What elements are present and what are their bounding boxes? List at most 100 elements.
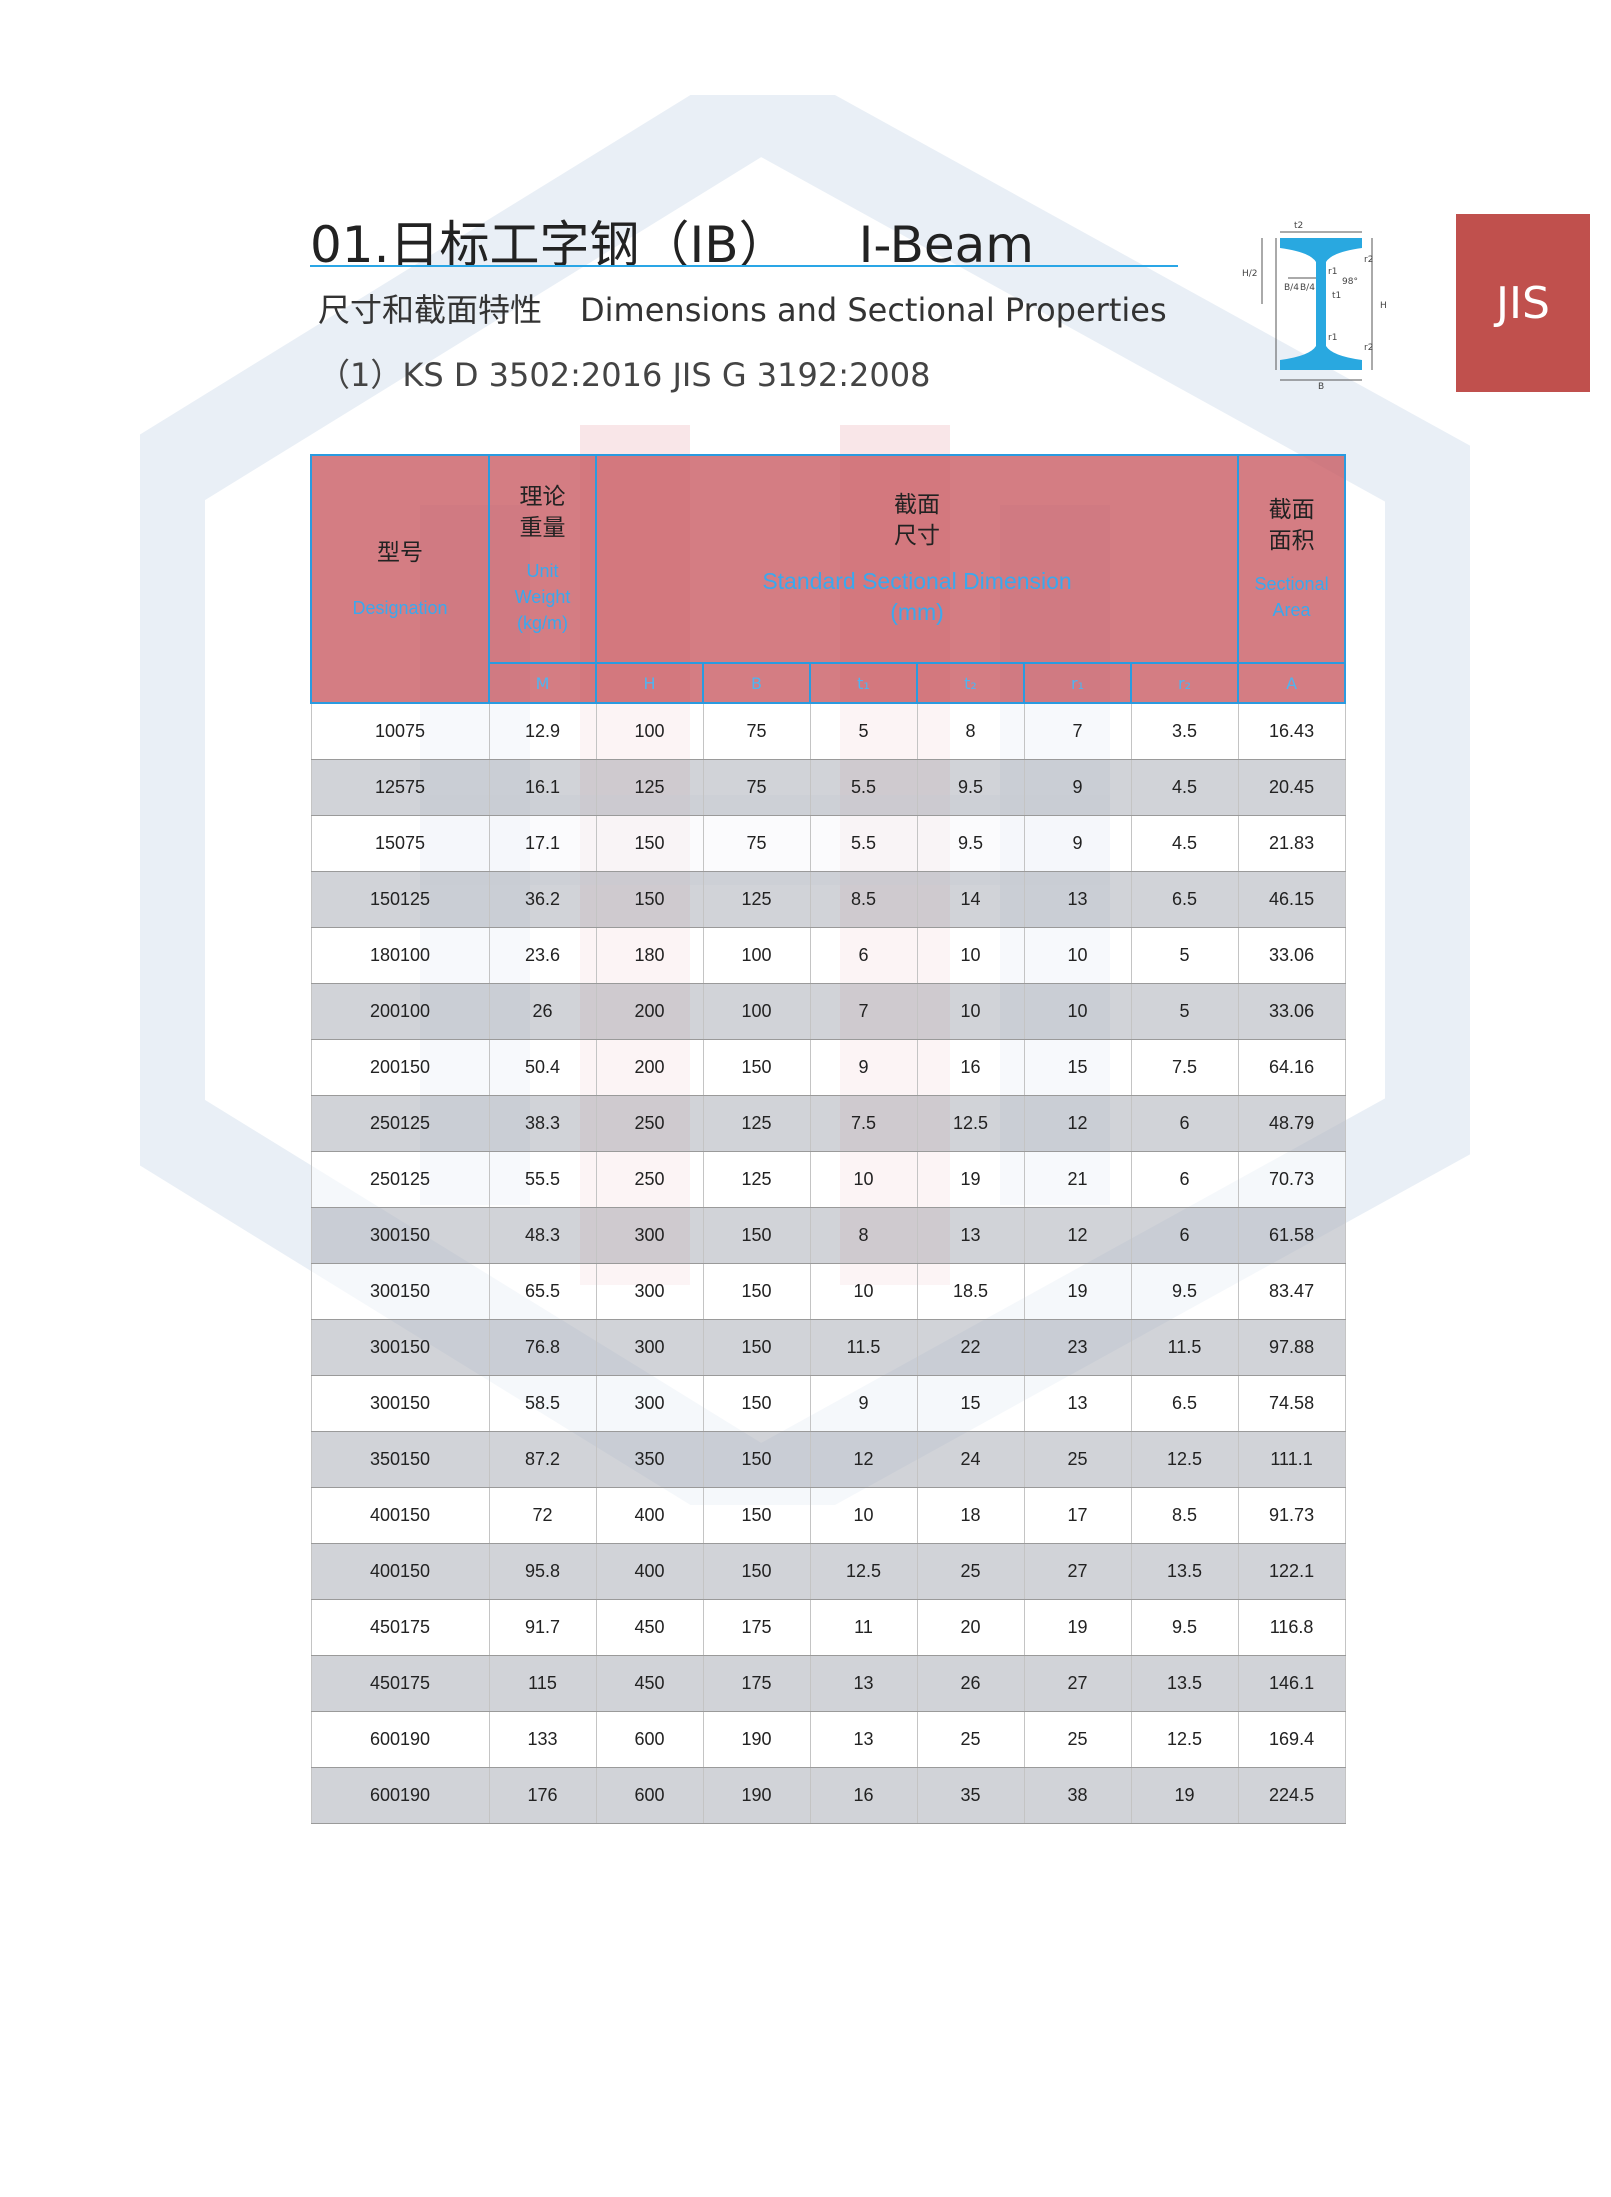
cell-b: 190: [702, 1767, 811, 1824]
cell-area: 21.83: [1237, 815, 1346, 872]
table-row: 300150 58.5 300 150 9 15 13 6.5 74.58: [310, 1375, 1346, 1432]
cell-designation: 450175: [310, 1655, 490, 1712]
cell-t2: 14: [916, 871, 1025, 928]
cell-h: 250: [595, 1095, 704, 1152]
cell-r1: 23: [1023, 1319, 1132, 1376]
cell-designation: 350150: [310, 1431, 490, 1488]
table-body: 10075 12.9 100 75 5 8 7 3.5 16.43 12575 16.1 125 75 5…: [310, 702, 1346, 1824]
cell-t1: 10: [809, 1263, 918, 1320]
cell-r2: 4.5: [1130, 815, 1239, 872]
cell-unit-weight: 65.5: [488, 1263, 597, 1320]
subheader-t2: t₂: [916, 662, 1025, 704]
cell-r1: 19: [1023, 1263, 1132, 1320]
table-row: 350150 87.2 350 150 12 24 25 12.5 111.1: [310, 1431, 1346, 1488]
cell-b: 125: [702, 1151, 811, 1208]
cell-unit-weight: 26: [488, 983, 597, 1040]
header-sectional-dimension: 截面 尺寸 Standard Sectional Dimension (mm): [594, 454, 1240, 664]
cell-t2: 12.5: [916, 1095, 1025, 1152]
table-row: 450175 91.7 450 175 11 20 19 9.5 116.8: [310, 1599, 1346, 1656]
header-dimension-cn1: 截面: [894, 492, 941, 518]
cell-unit-weight: 50.4: [488, 1039, 597, 1096]
cell-r2: 8.5: [1130, 1487, 1239, 1544]
i-beam-diagram: t2 H/2 B/4 B/4 r1 r2 98° t1 H r2 r1 B: [1242, 221, 1387, 390]
cell-unit-weight: 48.3: [488, 1207, 597, 1264]
cell-r2: 5: [1130, 927, 1239, 984]
cell-h: 150: [595, 815, 704, 872]
cell-unit-weight: 12.9: [488, 702, 597, 760]
cell-b: 150: [702, 1263, 811, 1320]
label-b-quarter-2: B/4: [1300, 283, 1315, 293]
cell-t2: 20: [916, 1599, 1025, 1656]
cell-r2: 9.5: [1130, 1263, 1239, 1320]
cell-r1: 12: [1023, 1095, 1132, 1152]
table-row: 300150 48.3 300 150 8 13 12 6 61.58: [310, 1207, 1346, 1264]
cell-designation: 200150: [310, 1039, 490, 1096]
cell-area: 111.1: [1237, 1431, 1346, 1488]
cell-designation: 15075: [310, 815, 490, 872]
table-row: 200150 50.4 200 150 9 16 15 7.5 64.16: [310, 1039, 1346, 1096]
subheader-b: B: [702, 662, 811, 704]
cell-t2: 15: [916, 1375, 1025, 1432]
cell-t2: 24: [916, 1431, 1025, 1488]
cell-b: 190: [702, 1711, 811, 1768]
label-r1-bottom: r1: [1328, 333, 1337, 343]
cell-r1: 17: [1023, 1487, 1132, 1544]
cell-area: 91.73: [1237, 1487, 1346, 1544]
cell-b: 125: [702, 871, 811, 928]
cell-r2: 12.5: [1130, 1431, 1239, 1488]
header-area-en1: Sectional: [1254, 574, 1329, 594]
cell-b: 75: [702, 759, 811, 816]
cell-designation: 250125: [310, 1151, 490, 1208]
cell-area: 33.06: [1237, 983, 1346, 1040]
cell-t2: 22: [916, 1319, 1025, 1376]
label-angle: 98°: [1342, 277, 1358, 287]
cell-r1: 9: [1023, 759, 1132, 816]
label-b-quarter-1: B/4: [1284, 283, 1299, 293]
cell-t2: 16: [916, 1039, 1025, 1096]
cell-t1: 5.5: [809, 815, 918, 872]
cell-t2: 35: [916, 1767, 1025, 1824]
cell-t1: 9: [809, 1039, 918, 1096]
cell-t1: 11: [809, 1599, 918, 1656]
cell-area: 74.58: [1237, 1375, 1346, 1432]
cell-designation: 10075: [310, 702, 490, 760]
cell-designation: 250125: [310, 1095, 490, 1152]
cell-unit-weight: 133: [488, 1711, 597, 1768]
cell-r1: 21: [1023, 1151, 1132, 1208]
cell-r2: 5: [1130, 983, 1239, 1040]
table-row: 600190 176 600 190 16 35 38 19 224.5: [310, 1767, 1346, 1824]
header-weight-en1: Unit: [526, 561, 559, 581]
cell-h: 300: [595, 1375, 704, 1432]
standard-reference: （1）KS D 3502:2016 JIS G 3192:2008: [318, 356, 931, 394]
header-unit-weight: 理论 重量 Unit Weight (kg/m): [488, 454, 597, 664]
subheader-t1: t₁: [809, 662, 918, 704]
header-area-en2: Area: [1272, 600, 1311, 620]
cell-r1: 38: [1023, 1767, 1132, 1824]
cell-r1: 15: [1023, 1039, 1132, 1096]
subtitle-cn: 尺寸和截面特性: [318, 291, 543, 329]
header-weight-en3: (kg/m): [517, 613, 568, 633]
cell-designation: 300150: [310, 1207, 490, 1264]
cell-area: 83.47: [1237, 1263, 1346, 1320]
header-weight-cn2: 重量: [519, 515, 566, 541]
cell-t1: 11.5: [809, 1319, 918, 1376]
cell-t1: 12: [809, 1431, 918, 1488]
cell-unit-weight: 16.1: [488, 759, 597, 816]
cell-t2: 18.5: [916, 1263, 1025, 1320]
cell-unit-weight: 95.8: [488, 1543, 597, 1600]
cell-unit-weight: 23.6: [488, 927, 597, 984]
cell-h: 400: [595, 1543, 704, 1600]
cell-h: 600: [595, 1767, 704, 1824]
cell-designation: 300150: [310, 1375, 490, 1432]
table-row: 200100 26 200 100 7 10 10 5 33.06: [310, 983, 1346, 1040]
cell-b: 175: [702, 1655, 811, 1712]
subheader-a: A: [1237, 662, 1347, 704]
cell-h: 100: [595, 702, 704, 760]
header-weight-cn1: 理论: [519, 484, 566, 510]
i-beam-shape-icon: [1280, 238, 1362, 370]
cell-t2: 13: [916, 1207, 1025, 1264]
cell-h: 350: [595, 1431, 704, 1488]
cell-t2: 25: [916, 1711, 1025, 1768]
label-h: H: [1380, 301, 1387, 311]
cell-area: 70.73: [1237, 1151, 1346, 1208]
